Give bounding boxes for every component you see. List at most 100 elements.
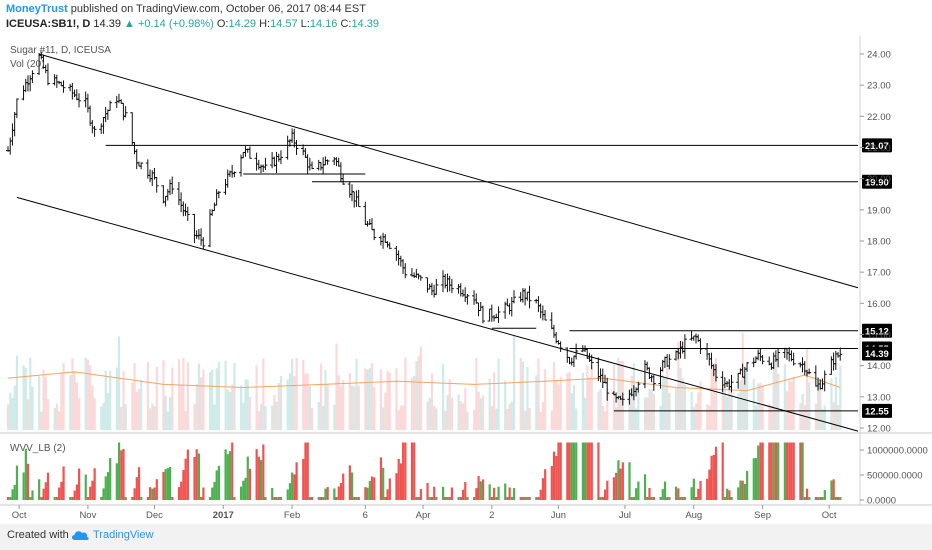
indicator-bar xyxy=(40,497,43,500)
author-name[interactable]: MoneyTrust xyxy=(6,3,68,15)
ohlc-bar xyxy=(14,98,19,119)
volume-bar xyxy=(273,394,276,430)
volume-bar xyxy=(71,358,74,430)
indicator-bar xyxy=(477,476,480,500)
indicator-bar xyxy=(291,472,294,500)
ohlc-bar xyxy=(123,106,128,118)
volume-bar xyxy=(382,407,385,430)
volume-bar xyxy=(570,393,573,430)
indicator-bar xyxy=(832,479,835,500)
volume-bar xyxy=(213,404,216,430)
volume-bar xyxy=(78,398,81,430)
indicator-bar xyxy=(743,483,747,500)
volume-bar xyxy=(73,372,76,430)
indicator-bar xyxy=(355,497,358,500)
indicator-bar xyxy=(473,497,476,500)
ohlc-bar xyxy=(838,347,843,361)
volume-bar xyxy=(537,358,540,430)
indicator-bar xyxy=(490,497,494,500)
volume-bar xyxy=(493,372,496,430)
indicator-bar xyxy=(164,469,167,500)
volume-bar xyxy=(140,379,143,430)
indicator-bar xyxy=(590,442,593,500)
volume-bar xyxy=(648,389,651,430)
volume-bar xyxy=(153,406,156,430)
ohlc-bar xyxy=(620,392,625,406)
volume-bar xyxy=(324,369,327,430)
volume-bar xyxy=(584,397,587,430)
volume-bar xyxy=(317,401,320,430)
volume-bar xyxy=(441,364,445,430)
indicator-bar xyxy=(382,467,385,500)
x-tick-label: Feb xyxy=(284,510,300,521)
indicator-bar xyxy=(397,458,400,500)
volume-bar xyxy=(728,380,731,430)
volume-bar xyxy=(122,371,125,430)
y-tick-label: 14.00 xyxy=(867,361,891,372)
volume-bar xyxy=(808,382,811,430)
volume-bar xyxy=(262,358,265,430)
volume-bar xyxy=(184,410,187,430)
volume-bar xyxy=(588,377,591,430)
volume-title: Vol (20) xyxy=(10,59,44,70)
footer-bar: Created with TradingView xyxy=(0,524,932,550)
indicator-bar xyxy=(115,463,118,500)
volume-bar xyxy=(368,368,371,430)
volume-bar xyxy=(712,368,715,430)
y-tick-label: 18.00 xyxy=(867,237,891,248)
volume-bar xyxy=(450,397,454,430)
volume-bar xyxy=(117,336,121,430)
indicator-bar xyxy=(430,497,434,500)
indicator-bar xyxy=(153,487,156,500)
indicator-bar xyxy=(244,477,247,500)
volume-bar xyxy=(413,376,416,430)
indicator-bar xyxy=(55,497,59,500)
ohlc-bar xyxy=(434,278,439,295)
volume-bar xyxy=(217,362,221,430)
volume-bar xyxy=(224,360,227,430)
volume-bar xyxy=(568,371,571,430)
y-tick-label: 22.00 xyxy=(867,112,891,123)
indicator-bar xyxy=(557,442,560,500)
tradingview-brand-link[interactable]: TradingView xyxy=(93,529,154,541)
indicator-bar xyxy=(699,480,702,500)
indicator-bar xyxy=(415,497,418,500)
indicator-bar xyxy=(213,481,216,500)
ohlc-bar xyxy=(651,375,656,391)
tradingview-cloud-icon[interactable] xyxy=(70,528,90,542)
indicator-bar xyxy=(461,489,465,500)
indicator-bar xyxy=(404,442,407,500)
indicator-bar xyxy=(448,497,451,500)
indicator-bar xyxy=(737,487,740,500)
ohlc-bar xyxy=(294,140,299,155)
indicator-bar xyxy=(606,480,609,500)
indicator-bar xyxy=(808,497,811,500)
volume-bar xyxy=(803,405,806,430)
volume-bar xyxy=(666,367,669,430)
indicator-tick-label: 500000.0000 xyxy=(867,471,922,482)
y-tick-label: 19.00 xyxy=(867,205,891,216)
indicator-bar xyxy=(597,442,600,500)
indicator-bar xyxy=(413,442,416,500)
upper-channel-line xyxy=(38,53,859,289)
ohlc-bar xyxy=(791,352,796,366)
indicator-bar xyxy=(435,497,438,500)
indicator-bar xyxy=(550,466,553,500)
volume-bar xyxy=(257,410,260,430)
volume-bar xyxy=(832,402,835,430)
created-with-label: Created with xyxy=(7,529,69,541)
x-tick-label: Apr xyxy=(416,510,431,521)
volume-bar xyxy=(399,405,403,430)
indicator-bar xyxy=(149,487,152,500)
indicator-bar xyxy=(777,442,780,500)
indicator-bar xyxy=(151,488,154,500)
volume-bar xyxy=(326,384,329,430)
indicator-bar xyxy=(770,442,773,500)
indicator-tick-label: 0.0000 xyxy=(867,496,896,507)
volume-bar xyxy=(814,403,818,430)
volume-bar xyxy=(646,397,649,430)
indicator-bar xyxy=(339,483,343,500)
volume-bar xyxy=(681,378,684,430)
indicator-bar xyxy=(370,476,374,500)
